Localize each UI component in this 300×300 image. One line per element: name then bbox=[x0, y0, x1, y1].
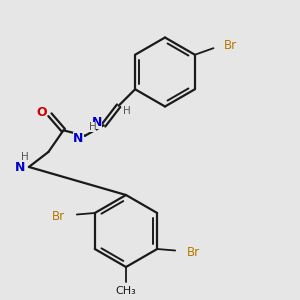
Text: Br: Br bbox=[187, 245, 200, 259]
Text: H: H bbox=[88, 122, 96, 132]
Text: Br: Br bbox=[224, 39, 237, 52]
Text: O: O bbox=[36, 106, 47, 119]
Text: N: N bbox=[92, 116, 102, 129]
Text: Br: Br bbox=[52, 209, 65, 223]
Text: N: N bbox=[73, 132, 84, 145]
Text: CH₃: CH₃ bbox=[116, 286, 136, 296]
Text: H: H bbox=[123, 106, 131, 116]
Text: H: H bbox=[20, 152, 28, 162]
Text: N: N bbox=[15, 161, 25, 174]
